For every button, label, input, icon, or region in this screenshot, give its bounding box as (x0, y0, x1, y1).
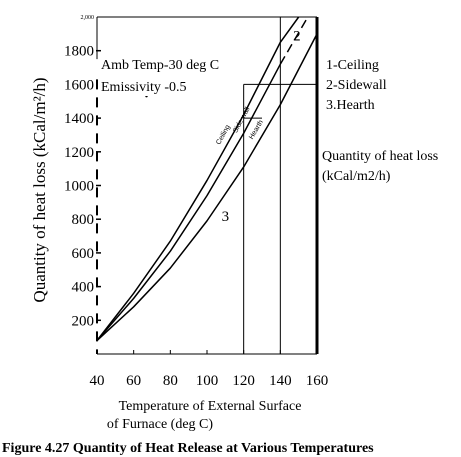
tick-labels: 200 400 600 800 1000 1200 1400 1600 1800 2,000 40 6… (64, 15, 328, 389)
y-tick-label-1400: 1400 (64, 111, 94, 127)
axes (96, 16, 319, 355)
series-number-3: 3 (222, 209, 230, 225)
series-number-2: 2 (293, 29, 301, 45)
series-label-hearth: Hearth (248, 119, 265, 141)
y-tick-label-800: 800 (72, 212, 95, 228)
right-label-line-2: (kCal/m2/h) (322, 169, 391, 184)
figure-caption: Figure 4.27 Quantity of Heat Release at … (2, 441, 374, 456)
y-tick-label-200: 200 (72, 313, 95, 329)
conditions-ambient-temp: Amb Temp-30 deg C (101, 58, 219, 73)
y-tick-label-top: 2,000 (81, 15, 95, 21)
y-tick-label-1600: 1600 (64, 77, 94, 93)
y-axis-label: Quantity of heat loss (kCal/m²/h) (30, 77, 49, 302)
x-axis-label-line-2: of Furnace (deg C) (107, 417, 213, 432)
y-tick-label-400: 400 (72, 280, 95, 296)
y-tick-label-1800: 1800 (64, 44, 94, 60)
x-tick-label-40: 40 (90, 373, 105, 389)
y-tick-label-1000: 1000 (64, 179, 94, 195)
y-tick-label-600: 600 (72, 246, 95, 262)
x-tick-label-140: 140 (269, 373, 292, 389)
series-line-hearth (96, 33, 318, 342)
x-tick-label-100: 100 (196, 373, 219, 389)
x-tick-label-80: 80 (163, 373, 178, 389)
y-tick-label-1200: 1200 (64, 145, 94, 161)
series-line-side-wall (96, 63, 281, 342)
right-label-line-1: Quantity of heat loss (322, 149, 438, 164)
x-tick-label-120: 120 (232, 373, 255, 389)
conditions-box (98, 54, 238, 96)
series-label-side-wall: Side wall (232, 106, 252, 134)
series-line-ceiling (96, 16, 300, 341)
x-axis-label-line-1: Temperature of External Surface (119, 399, 302, 414)
x-tick-label-60: 60 (126, 373, 141, 389)
grid-lines (243, 17, 317, 354)
series-label-ceiling: Ceiling (215, 124, 232, 146)
conditions-emissivity: Emissivity -0.5 (101, 80, 187, 95)
legend-item-3: 3.Hearth (326, 98, 375, 113)
legend-item-2: 2-Sidewall (326, 78, 387, 93)
series-line-side-wall-dashed (279, 16, 309, 65)
legend-item-1: 1-Ceiling (326, 58, 379, 73)
x-tick-label-160: 160 (306, 373, 329, 389)
